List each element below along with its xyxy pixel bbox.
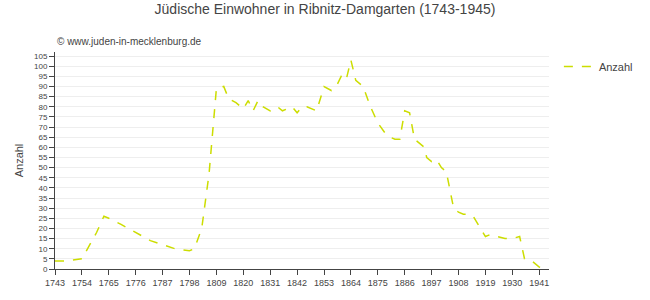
svg-text:55: 55 xyxy=(38,153,47,162)
svg-text:1798: 1798 xyxy=(179,278,199,288)
svg-text:1941: 1941 xyxy=(529,278,549,288)
svg-text:1765: 1765 xyxy=(99,278,119,288)
svg-text:50: 50 xyxy=(38,163,47,172)
svg-text:75: 75 xyxy=(38,113,47,122)
svg-text:1919: 1919 xyxy=(475,278,495,288)
svg-text:1809: 1809 xyxy=(206,278,226,288)
svg-text:1787: 1787 xyxy=(153,278,173,288)
svg-text:95: 95 xyxy=(38,72,47,81)
svg-text:40: 40 xyxy=(38,184,47,193)
svg-text:25: 25 xyxy=(38,214,47,223)
svg-text:30: 30 xyxy=(38,204,47,213)
svg-text:15: 15 xyxy=(38,234,47,243)
svg-text:45: 45 xyxy=(38,174,47,183)
svg-text:65: 65 xyxy=(38,133,47,142)
svg-text:1875: 1875 xyxy=(368,278,388,288)
svg-text:35: 35 xyxy=(38,194,47,203)
svg-text:1831: 1831 xyxy=(260,278,280,288)
svg-text:100: 100 xyxy=(34,62,48,71)
svg-text:1754: 1754 xyxy=(72,278,92,288)
svg-text:1853: 1853 xyxy=(314,278,334,288)
svg-text:1864: 1864 xyxy=(341,278,361,288)
svg-text:Anzahl: Anzahl xyxy=(13,144,25,178)
svg-text:1776: 1776 xyxy=(126,278,146,288)
svg-text:1842: 1842 xyxy=(287,278,307,288)
svg-text:1908: 1908 xyxy=(448,278,468,288)
svg-text:0: 0 xyxy=(43,265,48,274)
svg-text:20: 20 xyxy=(38,224,47,233)
svg-text:Anzahl: Anzahl xyxy=(599,61,633,73)
svg-text:60: 60 xyxy=(38,143,47,152)
svg-text:© www.juden-in-mecklenburg.de: © www.juden-in-mecklenburg.de xyxy=(57,36,202,47)
svg-text:10: 10 xyxy=(38,245,47,254)
svg-text:90: 90 xyxy=(38,82,47,91)
svg-text:70: 70 xyxy=(38,123,47,132)
svg-text:105: 105 xyxy=(34,52,48,61)
svg-text:1886: 1886 xyxy=(395,278,415,288)
svg-text:1743: 1743 xyxy=(45,278,65,288)
svg-text:5: 5 xyxy=(43,255,48,264)
svg-text:80: 80 xyxy=(38,103,47,112)
svg-text:85: 85 xyxy=(38,92,47,101)
svg-text:1897: 1897 xyxy=(422,278,442,288)
svg-text:Jüdische Einwohner in Ribnitz-: Jüdische Einwohner in Ribnitz-Damgarten … xyxy=(155,1,496,17)
svg-text:1930: 1930 xyxy=(502,278,522,288)
svg-text:1820: 1820 xyxy=(233,278,253,288)
